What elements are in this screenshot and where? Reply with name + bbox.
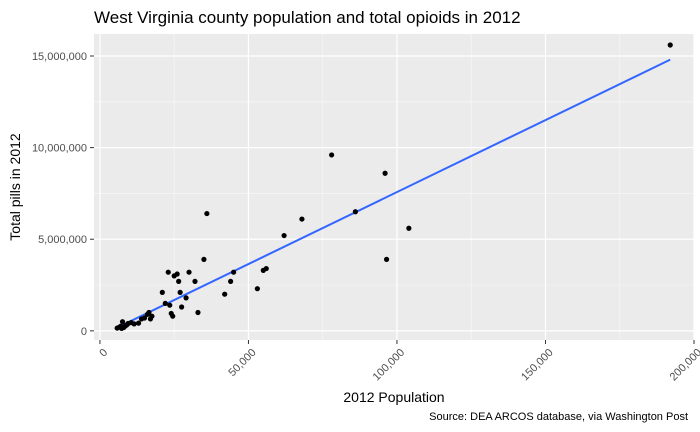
grid-lines bbox=[94, 34, 695, 340]
data-point bbox=[179, 304, 185, 310]
y-axis: 0 5,000,000 10,000,000 15,000,000 bbox=[32, 51, 94, 338]
data-point bbox=[263, 265, 269, 272]
data-point bbox=[159, 289, 165, 295]
y-tick-label: 0 bbox=[81, 326, 87, 338]
data-point bbox=[228, 278, 234, 284]
data-point bbox=[383, 256, 390, 262]
data-point bbox=[299, 216, 305, 222]
data-point bbox=[183, 295, 189, 301]
data-point bbox=[329, 152, 335, 158]
y-tick-label: 15,000,000 bbox=[32, 51, 87, 63]
data-point bbox=[176, 278, 182, 284]
y-tick-label: 5,000,000 bbox=[38, 234, 87, 246]
x-tick-label: 0 bbox=[97, 347, 110, 360]
plot-panel bbox=[94, 34, 694, 340]
chart-title: West Virginia county population and tota… bbox=[94, 8, 521, 27]
data-point bbox=[186, 269, 192, 275]
y-axis-label: Total pills in 2012 bbox=[7, 133, 23, 241]
data-point bbox=[406, 225, 412, 231]
data-point bbox=[170, 313, 176, 319]
x-tick-label: 100,000 bbox=[371, 347, 408, 384]
data-point bbox=[192, 278, 198, 284]
data-point bbox=[141, 315, 148, 321]
data-point bbox=[352, 209, 358, 215]
trend-line-group bbox=[115, 58, 671, 329]
data-point bbox=[222, 291, 228, 297]
data-point bbox=[119, 319, 126, 325]
data-point bbox=[254, 286, 260, 292]
trend-line bbox=[115, 58, 671, 329]
data-point bbox=[149, 313, 155, 319]
data-points bbox=[114, 42, 673, 332]
data-point bbox=[667, 42, 673, 48]
data-point bbox=[177, 289, 183, 295]
x-axis-label: 2012 Population bbox=[343, 389, 444, 405]
data-point bbox=[195, 309, 201, 316]
data-point bbox=[201, 256, 207, 262]
data-point bbox=[231, 269, 237, 275]
data-point bbox=[382, 170, 388, 176]
data-point bbox=[204, 210, 210, 217]
x-tick-label: 50,000 bbox=[226, 347, 258, 379]
data-point bbox=[135, 320, 142, 326]
data-point bbox=[165, 269, 171, 275]
x-axis: 0 50,000 100,000 150,000 200,000 bbox=[97, 340, 700, 383]
data-point bbox=[174, 271, 180, 277]
data-point bbox=[162, 300, 168, 306]
data-point bbox=[167, 302, 173, 308]
y-tick-label: 10,000,000 bbox=[32, 143, 87, 155]
chart-caption: Source: DEA ARCOS database, via Washingt… bbox=[429, 411, 688, 423]
data-point bbox=[131, 321, 137, 327]
x-tick-label: 150,000 bbox=[519, 347, 556, 384]
data-point bbox=[146, 309, 152, 316]
data-point bbox=[281, 232, 287, 239]
x-tick-label: 200,000 bbox=[668, 347, 700, 384]
